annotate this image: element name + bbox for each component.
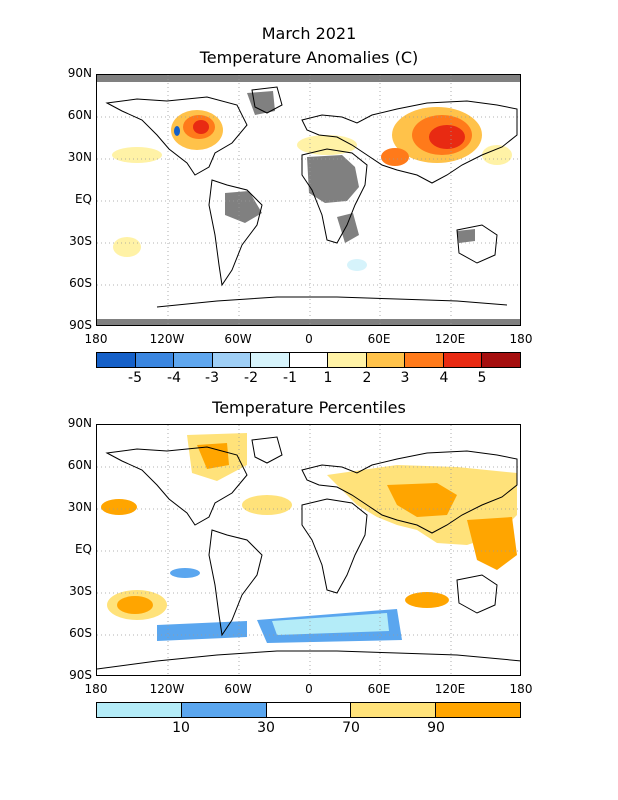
anomaly-coastlines [105, 86, 518, 308]
missing-south-america [225, 191, 262, 223]
pct-eurasia-top [387, 483, 457, 517]
pct-south-atlantic-low [272, 613, 389, 635]
anomaly-map [96, 74, 521, 326]
anomaly-swatch-10 [443, 353, 483, 367]
anomaly-label-m4: -4 [167, 370, 181, 386]
panel1-title: Temperature Anomalies (C) [199, 48, 419, 67]
anomaly-swatch-6 [289, 353, 329, 367]
anomaly-label-p5: 5 [477, 370, 487, 386]
p1-lat-60s: 60S [69, 276, 92, 290]
anomaly-mideast-warm [381, 148, 409, 166]
pct-south-pacific-top [117, 596, 153, 614]
p2-lat-90n: 90N [67, 416, 92, 430]
anomaly-label-m3: -3 [205, 370, 219, 386]
anomaly-label-p3: 3 [400, 370, 410, 386]
panel2-title: Temperature Percentiles [212, 398, 406, 417]
anomaly-label-m1: -1 [283, 370, 297, 386]
p2-lat-60n: 60N [67, 458, 92, 472]
p2-lon-180w: 180 [84, 682, 108, 696]
p1-lon-120w: 120W [149, 332, 185, 346]
anomaly-nw-pacific-mild [482, 145, 512, 165]
anomaly-na-hot [193, 120, 209, 134]
p1-lat-60n: 60N [67, 108, 92, 122]
pct-swatch-2 [181, 703, 267, 717]
anomaly-label-p1: 1 [323, 370, 333, 386]
p2-lon-120w: 120W [149, 682, 185, 696]
pct-atlantic-warm [242, 495, 292, 515]
pct-swatch-3 [266, 703, 352, 717]
p1-lon-180e: 180 [509, 332, 533, 346]
p2-lat-eq: EQ [74, 542, 92, 556]
percentile-colorbar [96, 702, 521, 718]
pct-indian-ocean-top [405, 592, 449, 608]
anomaly-swatch-2 [135, 353, 175, 367]
pct-label-70: 70 [342, 720, 360, 736]
pct-swatch-4 [351, 703, 437, 717]
pct-swatch-5 [436, 703, 520, 717]
anomaly-swatch-3 [174, 353, 213, 367]
anomaly-colorbar [96, 352, 521, 368]
pct-pacific-top [101, 499, 137, 515]
missing-band-north [97, 75, 520, 82]
missing-africa [307, 155, 359, 203]
anomaly-south-atlantic-cool [347, 259, 367, 271]
p1-lon-0: 0 [305, 332, 313, 346]
anomaly-asia-hot [429, 125, 465, 149]
anomaly-label-p2: 2 [362, 370, 372, 386]
percentile-coastlines [97, 436, 520, 670]
anomaly-swatch-1 [97, 353, 136, 367]
missing-greenland [247, 91, 275, 115]
p1-lon-60e: 60E [367, 332, 391, 346]
anomaly-label-p4: 4 [439, 370, 449, 386]
percentile-map [96, 424, 521, 676]
p1-lon-120e: 120E [434, 332, 466, 346]
p1-lat-30n: 30N [67, 150, 92, 164]
p2-lon-180e: 180 [509, 682, 533, 696]
anomaly-label-m5: -5 [128, 370, 142, 386]
p1-lat-90n: 90N [67, 66, 92, 80]
pct-label-90: 90 [427, 720, 445, 736]
anomaly-swatch-11 [482, 353, 521, 367]
anomaly-south-pacific-mild [113, 237, 141, 257]
anomaly-pacific-mild [112, 147, 162, 163]
p2-lat-60s: 60S [69, 626, 92, 640]
anomaly-swatch-7 [328, 353, 367, 367]
anomaly-swatch-9 [405, 353, 444, 367]
pct-east-pacific-cold [170, 568, 200, 578]
p2-lat-30s: 30S [69, 584, 92, 598]
pct-label-10: 10 [172, 720, 190, 736]
p1-lat-30s: 30S [69, 234, 92, 248]
anomaly-na-cold [174, 126, 180, 136]
p2-lon-60w: 60W [224, 682, 252, 696]
pct-na-top [197, 443, 229, 469]
p2-lon-0: 0 [305, 682, 313, 696]
p2-lat-30n: 30N [67, 500, 92, 514]
anomaly-map-svg [97, 75, 520, 325]
p1-lat-eq: EQ [74, 192, 92, 206]
anomaly-swatch-4 [212, 353, 252, 367]
p2-lat-90s: 90S [69, 668, 92, 682]
percentile-grid [97, 425, 520, 675]
pct-swatch-1 [97, 703, 182, 717]
p1-lon-60w: 60W [224, 332, 252, 346]
missing-australia [457, 229, 475, 243]
anomaly-swatch-8 [366, 353, 406, 367]
anomaly-label-m2: -2 [244, 370, 258, 386]
p2-lon-120e: 120E [434, 682, 466, 696]
anomaly-grid [97, 75, 520, 325]
p1-lon-180w: 180 [84, 332, 108, 346]
p2-lon-60e: 60E [367, 682, 391, 696]
p1-lat-90s: 90S [69, 318, 92, 332]
missing-band-south [97, 319, 520, 325]
pct-southern-ocean-cold [157, 621, 247, 641]
figure-title: March 2021 [261, 24, 357, 43]
pct-w-pacific-top [467, 517, 517, 570]
missing-east-africa [337, 213, 359, 243]
anomaly-swatch-5 [251, 353, 290, 367]
percentile-map-svg [97, 425, 520, 675]
pct-label-30: 30 [257, 720, 275, 736]
